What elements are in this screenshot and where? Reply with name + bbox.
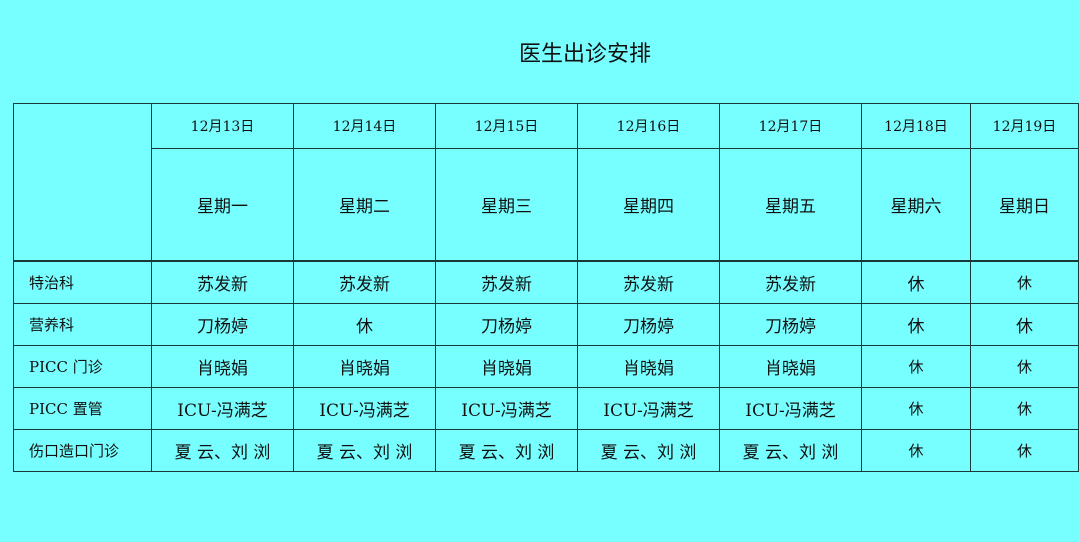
schedule-cell: 苏发新 <box>293 260 436 304</box>
date-row: 12月13日 12月14日 12月15日 12月16日 12月17日 12月18日 12月1… <box>13 103 1079 262</box>
schedule-cell: 苏发新 <box>151 260 294 304</box>
table-row: 特治科 苏发新 苏发新 苏发新 苏发新 苏发新休休 <box>13 260 1079 304</box>
date-header: 12月19日 <box>970 103 1079 149</box>
weekday-header: 星期二 <box>293 148 436 262</box>
department-label: 营养科 <box>13 303 152 346</box>
schedule-cell: ICU-冯满芝 <box>719 387 862 430</box>
table-row: PICC 门诊 肖晓娟 肖晓娟 肖晓娟 肖晓娟 肖晓娟休休 <box>13 345 1079 388</box>
weekday-header: 星期五 <box>719 148 862 262</box>
schedule-cell: 夏 云、刘 浏 <box>293 429 436 472</box>
corner-cell <box>13 103 152 262</box>
schedule-cell: 肖晓娟 <box>435 345 578 388</box>
date-header: 12月16日 <box>577 103 720 149</box>
date-header: 12月14日 <box>293 103 436 149</box>
table-row: PICC 置管 ICU-冯满芝 ICU-冯满芝 ICU-冯满芝 ICU-冯满芝 ICU-冯… <box>13 387 1079 430</box>
department-label: PICC 门诊 <box>13 345 152 388</box>
schedule-cell: 苏发新 <box>577 260 720 304</box>
schedule-cell: 休 <box>970 260 1079 304</box>
schedule-cell: 刀杨婷 <box>435 303 578 346</box>
schedule-cell: 休 <box>970 429 1079 472</box>
department-label: 特治科 <box>13 260 152 304</box>
schedule-cell: ICU-冯满芝 <box>577 387 720 430</box>
weekday-header: 星期日 <box>970 148 1079 262</box>
schedule-cell: 休 <box>970 345 1079 388</box>
schedule-cell: 夏 云、刘 浏 <box>151 429 294 472</box>
schedule-cell: 刀杨婷 <box>151 303 294 346</box>
schedule-cell: 苏发新 <box>719 260 862 304</box>
date-header: 12月17日 <box>719 103 862 149</box>
schedule-cell: 肖晓娟 <box>293 345 436 388</box>
schedule-cell: 休 <box>861 303 971 346</box>
weekday-row: 星期一 星期二 星期三 星期四 星期五 星期六 星期日 <box>14 148 1079 262</box>
schedule-table: 12月13日 12月14日 12月15日 12月16日 12月17日 12月18日 12月1… <box>13 103 1079 472</box>
date-header: 12月15日 <box>435 103 578 149</box>
schedule-cell: 休 <box>293 303 436 346</box>
schedule-cell: 肖晓娟 <box>719 345 862 388</box>
schedule-cell: 休 <box>970 303 1079 346</box>
schedule-cell: 休 <box>861 345 971 388</box>
weekday-header: 星期三 <box>435 148 578 262</box>
schedule-cell: ICU-冯满芝 <box>435 387 578 430</box>
table-row: 伤口造口门诊夏 云、刘 浏夏 云、刘 浏夏 云、刘 浏夏 云、刘 浏夏 云、刘 … <box>13 429 1079 472</box>
schedule-cell: 肖晓娟 <box>151 345 294 388</box>
schedule-cell: 肖晓娟 <box>577 345 720 388</box>
weekday-header: 星期四 <box>577 148 720 262</box>
page-title: 医生出诊安排 <box>518 42 651 67</box>
weekday-header: 星期六 <box>861 148 971 262</box>
department-label: 伤口造口门诊 <box>13 429 152 472</box>
schedule-cell: 休 <box>861 387 971 430</box>
schedule-cell: 苏发新 <box>435 260 578 304</box>
schedule-cell: 刀杨婷 <box>577 303 720 346</box>
schedule-cell: ICU-冯满芝 <box>151 387 294 430</box>
schedule-cell: 休 <box>861 260 971 304</box>
schedule-cell: 休 <box>861 429 971 472</box>
schedule-cell: 夏 云、刘 浏 <box>719 429 862 472</box>
schedule-cell: ICU-冯满芝 <box>293 387 436 430</box>
schedule-cell: 夏 云、刘 浏 <box>577 429 720 472</box>
schedule-cell: 夏 云、刘 浏 <box>435 429 578 472</box>
table-row: 营养科 刀杨婷休刀杨婷 刀杨婷 刀杨婷休休 <box>13 303 1079 346</box>
schedule-cell: 刀杨婷 <box>719 303 862 346</box>
schedule-cell: 休 <box>970 387 1079 430</box>
date-header: 12月13日 <box>151 103 294 149</box>
weekday-header: 星期一 <box>151 148 294 262</box>
department-label: PICC 置管 <box>13 387 152 430</box>
date-header: 12月18日 <box>861 103 971 149</box>
